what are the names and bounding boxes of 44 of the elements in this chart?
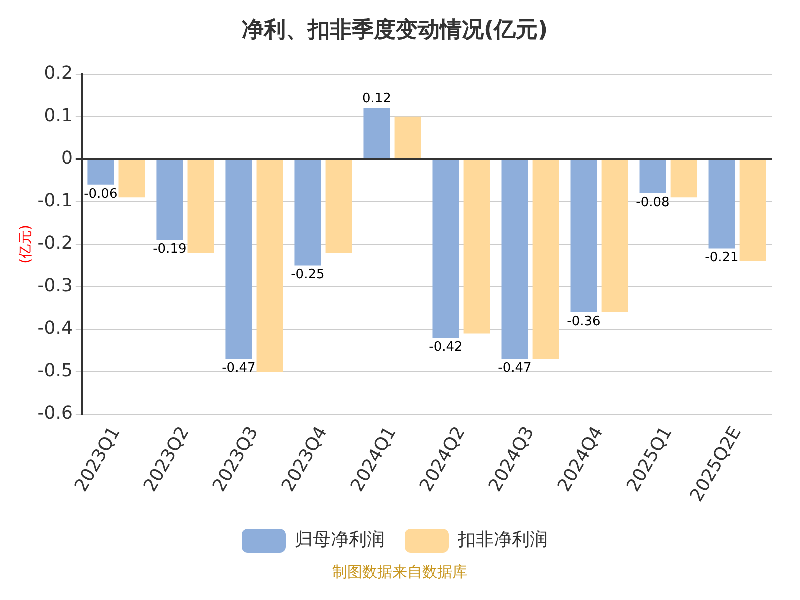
data-label: -0.08 xyxy=(636,195,670,210)
bar xyxy=(464,160,490,334)
y-tick-label: -0.3 xyxy=(38,276,73,297)
bar xyxy=(532,160,560,360)
bar xyxy=(670,160,698,198)
y-tick-label: 0.2 xyxy=(44,63,73,84)
bar xyxy=(708,160,736,249)
data-label: 0.12 xyxy=(362,91,392,106)
bar xyxy=(640,160,666,194)
text: 制图数据来自数据库 xyxy=(332,563,468,582)
data-label: -0.06 xyxy=(84,186,118,202)
legend-label: 归母净利润 xyxy=(295,530,385,551)
bar xyxy=(256,160,284,372)
data-label: -0.42 xyxy=(429,340,463,355)
legend-label: 扣非净利润 xyxy=(457,530,548,551)
data-label: -0.36 xyxy=(567,314,601,330)
y-tick-label: -0.6 xyxy=(38,403,73,424)
y-tick-label: 0.1 xyxy=(44,106,73,127)
bar xyxy=(118,160,146,198)
bar xyxy=(602,160,628,312)
y-tick-label: -0.5 xyxy=(38,360,73,382)
data-label: -0.47 xyxy=(498,361,532,376)
bar xyxy=(740,160,766,262)
y-tick-label: 0 xyxy=(61,148,73,170)
bar xyxy=(188,160,214,253)
data-label: -0.25 xyxy=(291,268,325,283)
bar xyxy=(156,160,184,240)
bar xyxy=(88,160,114,185)
y-tick-label: -0.1 xyxy=(38,190,73,212)
bar xyxy=(432,160,460,338)
y-axis-title: (亿元) xyxy=(18,224,34,264)
bar xyxy=(226,160,252,360)
y-tick-label: -0.4 xyxy=(38,318,73,340)
chart-title: 净利、扣非季度变动情况(亿元) xyxy=(242,16,548,43)
bar xyxy=(394,116,422,158)
bar xyxy=(570,160,598,312)
bar xyxy=(364,108,390,158)
data-label: -0.21 xyxy=(705,250,739,266)
bar xyxy=(294,160,322,266)
data-label: -0.19 xyxy=(153,242,187,258)
bar xyxy=(326,160,352,253)
y-tick-label: -0.2 xyxy=(38,233,73,254)
bar xyxy=(502,160,528,360)
data-label: -0.47 xyxy=(222,361,256,376)
